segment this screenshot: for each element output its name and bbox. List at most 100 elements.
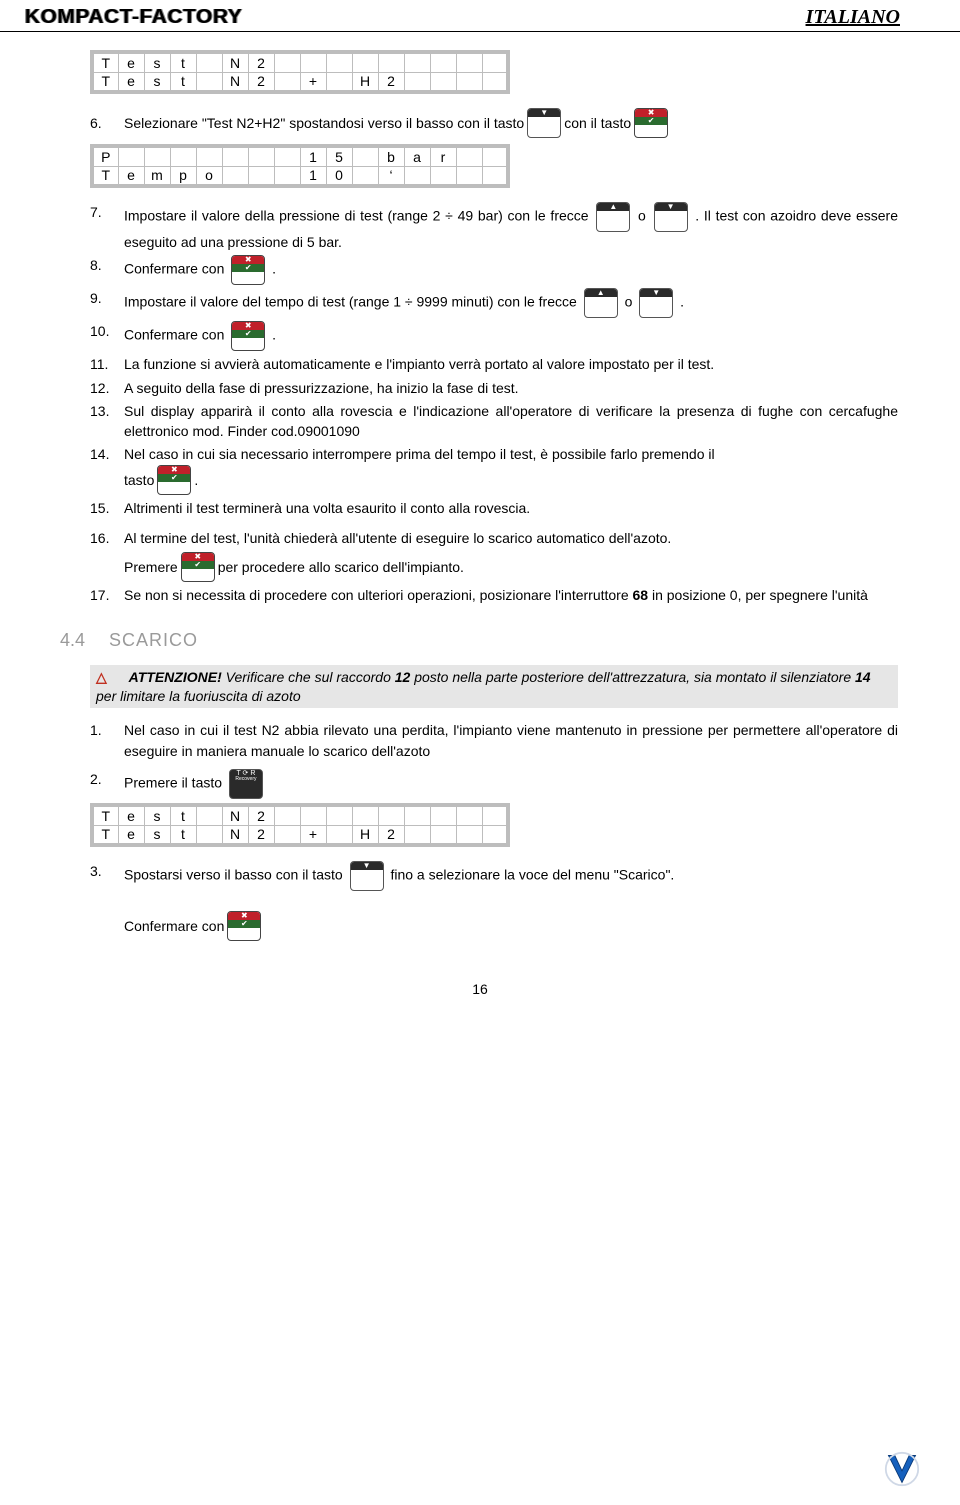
display-cell xyxy=(404,72,430,92)
display-cell xyxy=(222,146,248,166)
display-cell: e xyxy=(118,166,144,186)
warning-block: △ ATTENZIONE! Verificare che sul raccord… xyxy=(90,665,898,709)
language-label: ITALIANO xyxy=(806,6,900,29)
step-b3: 3. Spostarsi verso il basso con il tasto… xyxy=(90,861,898,941)
display-table-2: P15barTempo10‘ xyxy=(90,144,510,188)
display-cell xyxy=(352,52,378,72)
display-cell xyxy=(404,825,430,845)
step-12: 12.A seguito della fase di pressurizzazi… xyxy=(90,378,898,398)
step-17-bold: 68 xyxy=(633,587,649,603)
display-cell xyxy=(482,825,508,845)
steps-list-a: 7. Impostare il valore della pressione d… xyxy=(90,202,898,606)
display-cell: 2 xyxy=(248,52,274,72)
display-cell: e xyxy=(118,825,144,845)
stop-start-icon xyxy=(181,552,215,582)
display-cell xyxy=(456,166,482,186)
display-cell: T xyxy=(92,52,118,72)
display-cell xyxy=(196,52,222,72)
display-cell: + xyxy=(300,825,326,845)
display-cell: 0 xyxy=(326,166,352,186)
warning-text-b: posto nella parte posteriore dell'attrez… xyxy=(410,669,855,685)
step-16-text-b: Premere xyxy=(124,557,178,577)
display-cell xyxy=(404,805,430,825)
display-cell: a xyxy=(404,146,430,166)
step-17-text-b: in posizione 0, per spegnere l'unità xyxy=(648,587,868,603)
step-14-text-a: Nel caso in cui sia necessario interromp… xyxy=(124,446,715,462)
step-14-text-b: tasto xyxy=(124,470,154,490)
step-b3-text-b: fino a selezionare la voce del menu "Sca… xyxy=(390,867,674,883)
display-cell xyxy=(482,166,508,186)
display-cell xyxy=(378,805,404,825)
display-cell xyxy=(274,72,300,92)
display-cell xyxy=(352,805,378,825)
display-cell xyxy=(326,72,352,92)
display-cell xyxy=(326,52,352,72)
display-cell: P xyxy=(92,146,118,166)
stop-start-icon xyxy=(634,108,668,138)
step-16-text-a: Al termine del test, l'unità chiederà al… xyxy=(124,528,898,548)
display-cell: 2 xyxy=(248,825,274,845)
steps-list-c: 3. Spostarsi verso il basso con il tasto… xyxy=(90,861,898,941)
display-cell: 2 xyxy=(248,805,274,825)
section-heading: 4.4 SCARICO xyxy=(60,630,898,651)
step-11: 11.La funzione si avvierà automaticament… xyxy=(90,354,898,374)
display-cell: H xyxy=(352,72,378,92)
display-cell xyxy=(248,146,274,166)
warning-text-a: Verificare che sul raccordo xyxy=(226,669,395,685)
step-9-text-a: Impostare il valore del tempo di test (r… xyxy=(124,294,581,310)
display-cell xyxy=(352,166,378,186)
stop-start-icon xyxy=(157,465,191,495)
display-cell xyxy=(170,146,196,166)
step-8-text-b: . xyxy=(272,261,276,277)
display-cell: 5 xyxy=(326,146,352,166)
display-cell: r xyxy=(430,146,456,166)
step-15: 15.Altrimenti il test terminerà una volt… xyxy=(90,498,898,518)
display-cell xyxy=(274,805,300,825)
display-cell xyxy=(144,146,170,166)
step-17: 17. Se non si necessita di procedere con… xyxy=(90,585,898,605)
footer-logo-icon xyxy=(884,1451,920,1487)
step-8: 8. Confermare con . xyxy=(90,255,898,285)
display-cell: t xyxy=(170,805,196,825)
display-cell xyxy=(404,166,430,186)
display-cell xyxy=(222,166,248,186)
down-icon xyxy=(639,288,673,318)
display-cell: t xyxy=(170,825,196,845)
step-10-text-a: Confermare con xyxy=(124,327,228,343)
stop-start-icon xyxy=(231,321,265,351)
step-6: 6. Selezionare "Test N2+H2" spostandosi … xyxy=(90,108,898,138)
step-14: 14. Nel caso in cui sia necessario inter… xyxy=(90,444,898,494)
up-icon xyxy=(584,288,618,318)
display-cell xyxy=(352,146,378,166)
display-cell xyxy=(482,52,508,72)
step-b3-text-c: Confermare con xyxy=(124,916,224,936)
step-8-text-a: Confermare con xyxy=(124,261,228,277)
display-cell xyxy=(274,825,300,845)
step-b2-text: Premere il tasto xyxy=(124,775,226,791)
display-cell xyxy=(456,146,482,166)
display-cell: e xyxy=(118,52,144,72)
steps-list-b: 1.Nel caso in cui il test N2 abbia rilev… xyxy=(90,720,898,799)
step-16-text-c: per procedere allo scarico dell'impianto… xyxy=(218,557,464,577)
display-table-3: TestN2TestN2+H2 xyxy=(90,803,510,847)
display-cell: s xyxy=(144,72,170,92)
step-13: 13.Sul display apparirà il conto alla ro… xyxy=(90,401,898,442)
step-14-text-c: . xyxy=(194,470,198,490)
step-b3-text-a: Spostarsi verso il basso con il tasto xyxy=(124,867,347,883)
display-cell: 2 xyxy=(378,825,404,845)
stop-start-icon xyxy=(231,255,265,285)
display-cell xyxy=(326,825,352,845)
display-cell xyxy=(248,166,274,186)
step-9-text-b: o xyxy=(625,294,637,310)
display-cell xyxy=(430,825,456,845)
step-10-text-b: . xyxy=(272,327,276,343)
display-cell xyxy=(456,825,482,845)
step-6-text-a: Selezionare "Test N2+H2" spostandosi ver… xyxy=(124,114,524,133)
display-cell: t xyxy=(170,72,196,92)
test-recovery-icon: T ⟳ RRecovery xyxy=(229,769,263,799)
down-icon xyxy=(350,861,384,891)
display-cell: T xyxy=(92,805,118,825)
page-number: 16 xyxy=(0,981,960,997)
display-cell xyxy=(430,166,456,186)
display-cell xyxy=(482,805,508,825)
